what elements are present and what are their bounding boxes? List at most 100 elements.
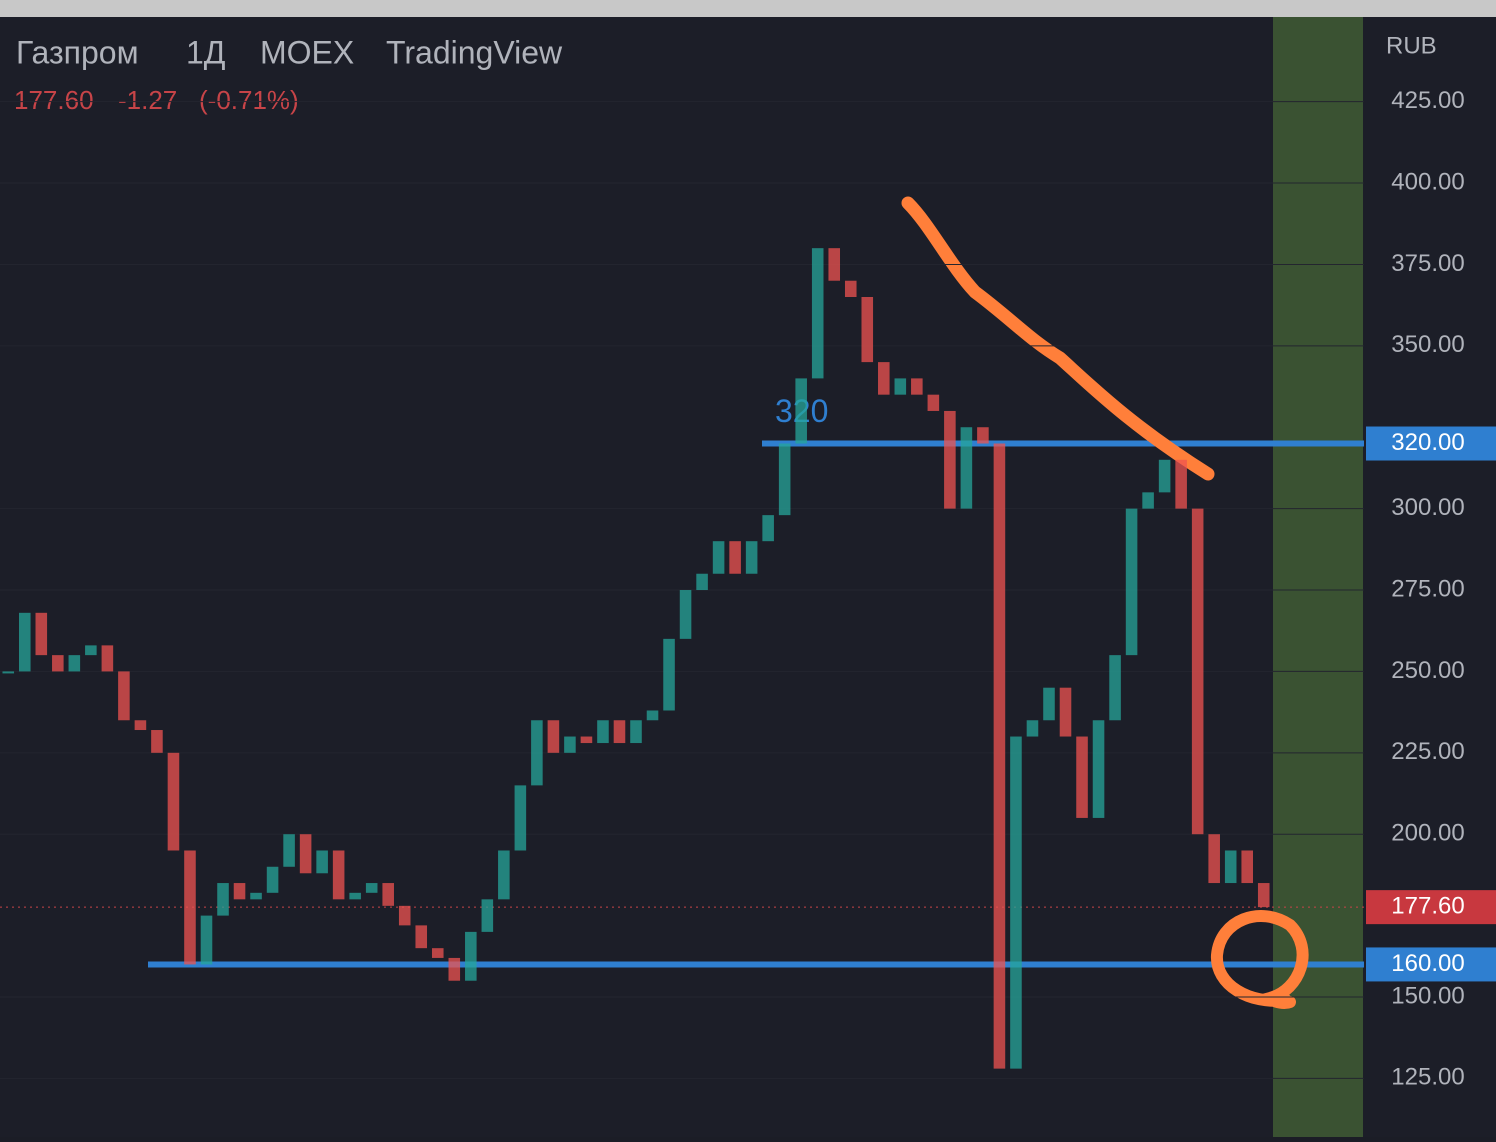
- y-tick-label: 250.00: [1391, 657, 1464, 684]
- candle: [1043, 687, 1055, 721]
- candle: [811, 248, 824, 379]
- candle: [365, 883, 378, 893]
- candle: [762, 515, 774, 542]
- candle: [844, 280, 857, 297]
- candle: [101, 645, 114, 672]
- candle: [349, 892, 361, 900]
- candle: [448, 957, 461, 981]
- candle: [217, 883, 229, 916]
- y-tick-label: 375.00: [1391, 250, 1464, 277]
- y-tick-label: 200.00: [1391, 820, 1464, 847]
- candle: [1224, 850, 1237, 884]
- change: -1.27: [118, 85, 177, 115]
- candle: [696, 573, 708, 591]
- candle: [299, 834, 312, 874]
- candle: [184, 850, 196, 965]
- candle: [878, 362, 890, 395]
- candle: [283, 834, 295, 867]
- level-tag-label: 160.00: [1391, 950, 1464, 977]
- change-percent: (-0.71%): [199, 85, 299, 115]
- marks: [2, 248, 1270, 1069]
- currency: RUB: [1386, 32, 1437, 59]
- candle: [1076, 736, 1088, 818]
- candle: [118, 671, 130, 721]
- candle: [927, 394, 940, 411]
- candle: [498, 850, 510, 900]
- candle: [68, 655, 81, 672]
- candle: [316, 850, 328, 874]
- candle: [2, 671, 15, 674]
- candle: [828, 248, 841, 281]
- candle: [1208, 834, 1220, 884]
- candle: [85, 645, 97, 656]
- candle: [547, 720, 560, 753]
- candle: [250, 892, 262, 900]
- trend-drawing: [901, 196, 1215, 481]
- candle: [514, 785, 527, 851]
- candle: [630, 720, 642, 744]
- last-price: 177.60: [14, 85, 94, 115]
- level-tag: [1366, 947, 1496, 982]
- candle: [1125, 508, 1138, 656]
- y-tick-label: 400.00: [1391, 168, 1464, 195]
- candle: [415, 925, 428, 949]
- candle: [531, 720, 543, 786]
- candle: [597, 720, 609, 744]
- last-price-tag: [1366, 890, 1496, 925]
- candle: [795, 378, 807, 444]
- candle: [167, 752, 180, 851]
- candle: [398, 905, 411, 926]
- candle: [1109, 655, 1121, 721]
- candle: [646, 710, 659, 721]
- candle: [134, 720, 147, 731]
- candle: [1142, 492, 1154, 509]
- candle: [861, 297, 874, 363]
- candle: [18, 612, 31, 672]
- candle: [465, 931, 477, 981]
- candle: [1241, 850, 1254, 884]
- level-tag: [1366, 426, 1496, 461]
- y-tick-label: 300.00: [1391, 494, 1464, 521]
- level-tag-label: 320.00: [1391, 429, 1464, 456]
- candle: [977, 427, 989, 444]
- candle: [729, 541, 741, 574]
- candle: [613, 720, 626, 744]
- candle: [580, 736, 593, 744]
- candle: [944, 410, 956, 509]
- candle: [679, 590, 692, 639]
- candle: [1010, 736, 1022, 1069]
- candle: [431, 948, 444, 958]
- candle: [332, 850, 345, 900]
- circle-drawing: [1211, 910, 1309, 1009]
- candle: [778, 443, 791, 516]
- candle: [712, 541, 725, 574]
- candle: [993, 443, 1006, 1069]
- y-tick-label: 150.00: [1391, 982, 1464, 1009]
- candle: [1092, 720, 1105, 818]
- candle: [481, 899, 494, 932]
- y-tick-label: 275.00: [1391, 575, 1464, 602]
- candle: [266, 866, 279, 893]
- candle: [1059, 687, 1072, 737]
- candle: [1257, 883, 1270, 908]
- exchange: MOEX: [260, 34, 354, 70]
- candle: [35, 612, 48, 656]
- candle: [52, 655, 64, 672]
- candle: [233, 883, 246, 900]
- candle: [564, 736, 576, 753]
- candle: [1026, 720, 1039, 737]
- candle: [894, 378, 907, 395]
- candle: [911, 378, 923, 395]
- candle: [1158, 459, 1171, 493]
- top-bar: [0, 0, 1496, 17]
- candle: [382, 883, 394, 906]
- platform: TradingView: [386, 34, 563, 70]
- y-tick-label: 125.00: [1391, 1064, 1464, 1091]
- candle: [1175, 459, 1187, 509]
- y-tick-label: 350.00: [1391, 331, 1464, 358]
- candle: [1191, 508, 1204, 835]
- last-price-tag-label: 177.60: [1391, 892, 1464, 919]
